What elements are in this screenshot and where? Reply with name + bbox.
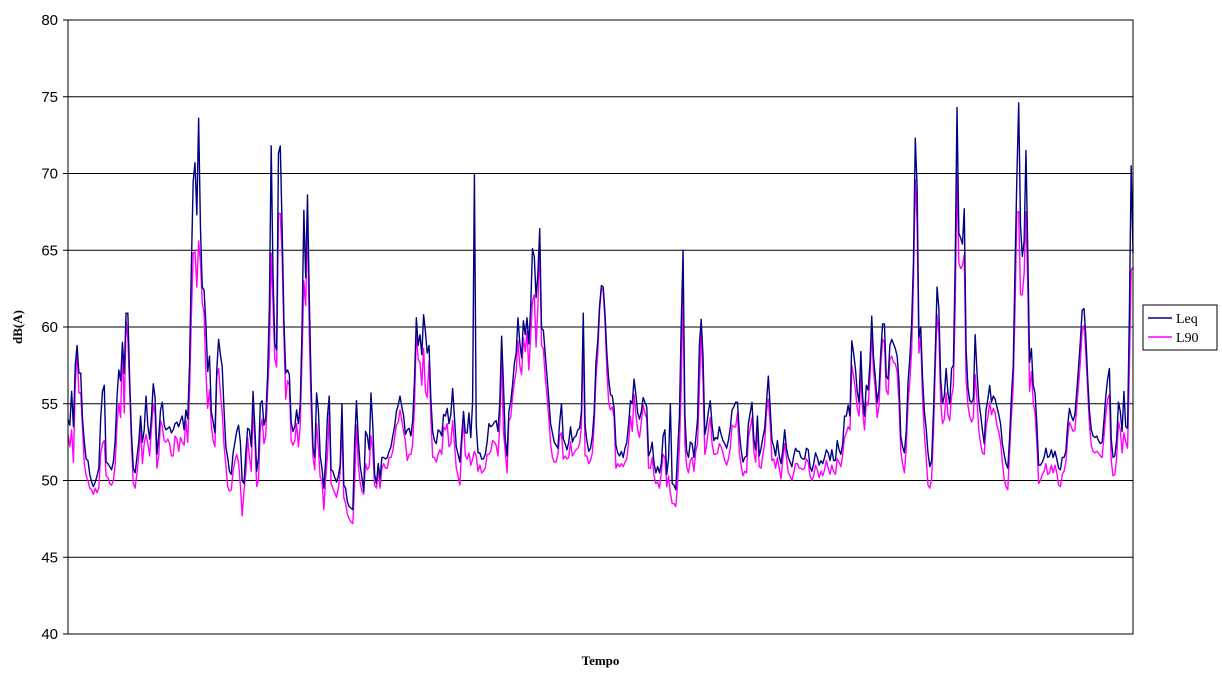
y-tick-label: 55 <box>41 396 58 413</box>
series-layer <box>67 102 1134 525</box>
y-tick-label: 80 <box>41 12 58 29</box>
legend-label-leq: Leq <box>1176 312 1198 327</box>
y-tick-label: 45 <box>41 549 58 566</box>
legend-label-l90: L90 <box>1176 331 1199 346</box>
y-tick-label: 60 <box>41 319 58 336</box>
y-tick-labels: 40 45 50 55 60 65 70 75 80 <box>41 12 68 643</box>
series-line-l90 <box>67 172 1134 525</box>
legend: Leq L90 <box>1142 304 1218 351</box>
series-line-leq <box>67 102 1134 511</box>
y-tick-label: 70 <box>41 166 58 183</box>
y-tick-label: 65 <box>41 242 58 259</box>
y-tick-label: 40 <box>41 626 58 643</box>
legend-box <box>1142 304 1218 351</box>
y-tick-label: 50 <box>41 473 58 490</box>
x-axis-label: Tempo <box>582 653 620 668</box>
y-axis-label: dB(A) <box>10 310 25 344</box>
y-tick-label: 75 <box>41 89 58 106</box>
